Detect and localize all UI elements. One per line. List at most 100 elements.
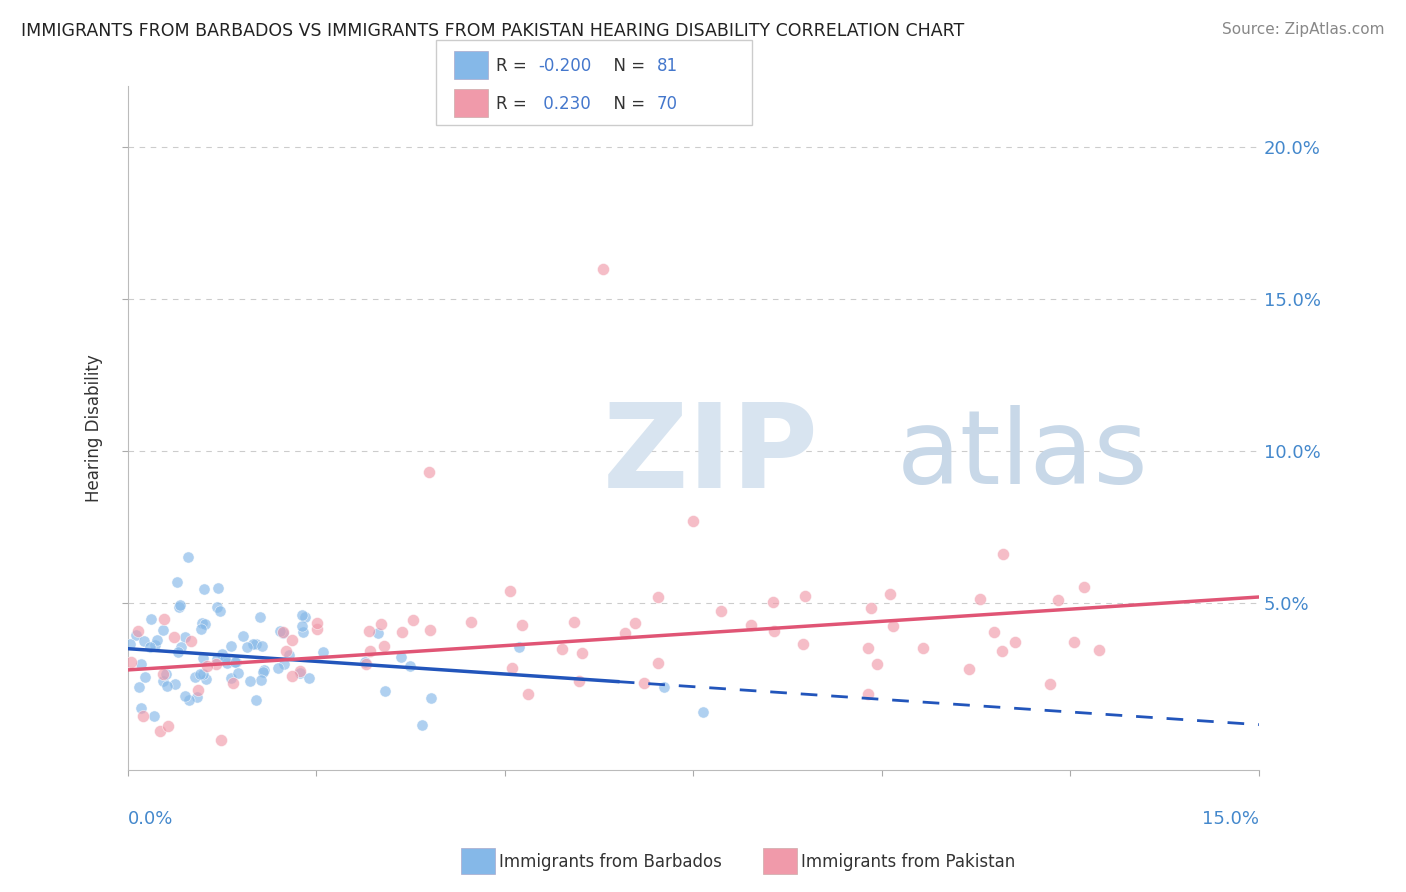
Point (222, 676, 245, 690)
Text: 70: 70 (657, 95, 678, 112)
Point (242, 637, 264, 651)
Point (225, 655, 247, 669)
Point (187, 683, 209, 698)
Point (419, 624, 441, 638)
Point (288, 664, 311, 678)
Point (128, 681, 150, 695)
Point (763, 624, 786, 639)
Point (762, 595, 785, 609)
Point (205, 599, 228, 614)
Point (245, 637, 267, 651)
Point (191, 615, 214, 630)
Point (211, 647, 233, 661)
Text: Source: ZipAtlas.com: Source: ZipAtlas.com (1222, 22, 1385, 37)
Point (118, 637, 141, 651)
Point (184, 670, 207, 684)
Point (191, 667, 214, 681)
Point (682, 514, 704, 528)
Point (354, 657, 377, 671)
Point (501, 660, 523, 674)
Point (193, 582, 215, 596)
Point (125, 628, 148, 642)
Point (551, 641, 574, 656)
Point (1004, 634, 1026, 648)
Point (209, 732, 232, 747)
Point (281, 633, 304, 648)
Point (633, 675, 655, 690)
Point (219, 671, 242, 685)
Point (354, 655, 377, 669)
Point (278, 648, 301, 662)
Point (510, 618, 533, 632)
Point (186, 690, 208, 704)
Point (411, 718, 433, 732)
Point (1073, 580, 1095, 594)
Point (858, 687, 880, 701)
Point (207, 581, 229, 595)
Text: N =: N = (603, 57, 651, 75)
Point (613, 625, 636, 640)
Point (359, 624, 381, 639)
Text: ZIP: ZIP (603, 398, 818, 513)
Point (156, 679, 179, 693)
Point (291, 607, 314, 622)
Point (224, 655, 246, 669)
Point (969, 591, 991, 606)
Point (163, 630, 186, 644)
Text: R =: R = (496, 57, 533, 75)
Point (208, 605, 231, 619)
Point (173, 689, 195, 703)
Point (142, 708, 165, 723)
Point (167, 645, 190, 659)
Point (173, 630, 195, 644)
Text: R =: R = (496, 95, 533, 112)
Point (460, 615, 482, 630)
Y-axis label: Hearing Disability: Hearing Disability (86, 354, 103, 502)
Point (399, 659, 422, 673)
Point (312, 645, 335, 659)
Point (166, 575, 188, 590)
Text: Immigrants from Barbados: Immigrants from Barbados (499, 853, 723, 871)
Text: 81: 81 (657, 57, 678, 75)
Point (139, 612, 162, 626)
Point (860, 601, 883, 615)
Point (990, 643, 1012, 657)
Point (219, 640, 242, 654)
Point (205, 657, 228, 672)
Point (152, 673, 174, 688)
Text: N =: N = (603, 95, 651, 112)
Point (273, 657, 295, 672)
Point (793, 590, 815, 604)
Point (143, 638, 166, 652)
Point (226, 665, 249, 680)
Point (146, 633, 169, 648)
Point (1087, 642, 1109, 657)
Point (370, 616, 392, 631)
Point (957, 662, 980, 676)
Text: 0.0%: 0.0% (128, 810, 173, 828)
Point (568, 673, 591, 688)
Point (866, 657, 889, 672)
Point (592, 261, 614, 276)
Point (882, 619, 904, 633)
Point (127, 624, 149, 639)
Point (180, 633, 202, 648)
Point (169, 599, 191, 613)
Text: atlas: atlas (897, 405, 1149, 506)
Point (157, 719, 180, 733)
Point (134, 634, 156, 648)
Point (983, 625, 1005, 640)
Point (305, 616, 328, 631)
Point (291, 625, 314, 640)
Text: -0.200: -0.200 (538, 57, 592, 75)
Point (1047, 593, 1070, 607)
Point (1039, 676, 1062, 690)
Point (912, 641, 935, 656)
Text: Immigrants from Pakistan: Immigrants from Pakistan (801, 853, 1015, 871)
Point (190, 622, 212, 636)
Point (232, 629, 254, 643)
Point (169, 599, 191, 614)
Point (121, 655, 143, 669)
Point (194, 616, 217, 631)
Point (879, 587, 901, 601)
